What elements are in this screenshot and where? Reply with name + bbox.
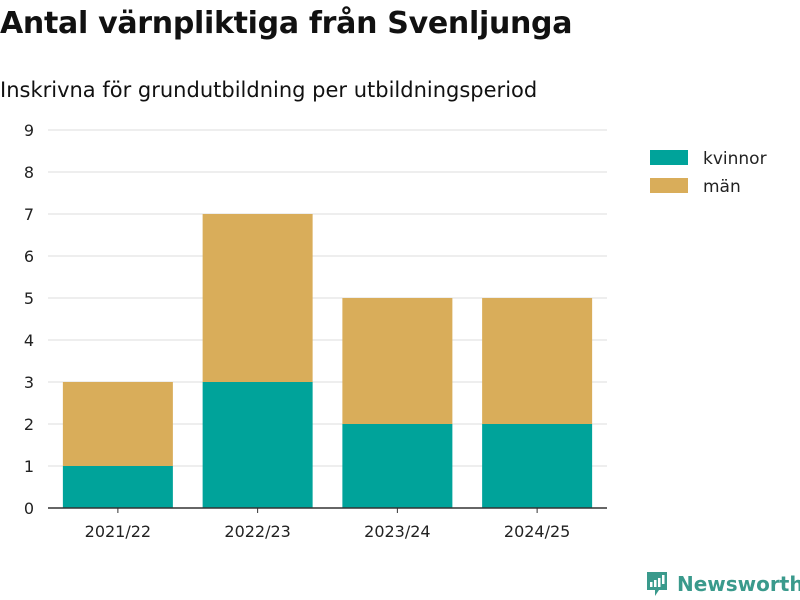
bar-kvinnor-2022/23 [202,382,313,508]
bar-kvinnor-2024/25 [482,424,593,508]
bar-kvinnor-2023/24 [342,424,453,508]
y-tick-label: 7 [24,205,34,224]
bar-män-2021/22 [62,382,173,466]
y-tick-label: 5 [24,289,34,308]
chart-subtitle: Inskrivna för grundutbildning per utbild… [0,78,538,102]
y-tick-label: 1 [24,457,34,476]
bar-män-2024/25 [482,298,593,424]
bar-kvinnor-2021/22 [62,466,173,508]
y-tick-label: 3 [24,373,34,392]
y-tick-label: 9 [24,121,34,140]
legend-swatch-kvinnor [650,150,688,165]
y-tick-label: 2 [24,415,34,434]
x-tick-label: 2022/23 [224,522,290,541]
legend-label-män: män [703,177,741,197]
chart-title: Antal värnpliktiga från Svenljunga [0,6,573,41]
x-tick-label: 2024/25 [504,522,570,541]
y-tick-label: 6 [24,247,34,266]
legend-swatch-män [650,178,688,193]
y-tick-label: 4 [24,331,34,350]
newsworthy-logo-text: Newsworthy [677,572,800,596]
y-tick-label: 0 [24,499,34,518]
x-tick-label: 2023/24 [364,522,430,541]
newsworthy-logo-icon [647,572,667,596]
bar-män-2022/23 [202,214,313,382]
newsworthy-logo: Newsworthy [645,570,800,598]
legend-label-kvinnor: kvinnor [703,149,767,169]
bar-män-2023/24 [342,298,453,424]
y-tick-label: 8 [24,163,34,182]
x-tick-label: 2021/22 [85,522,151,541]
